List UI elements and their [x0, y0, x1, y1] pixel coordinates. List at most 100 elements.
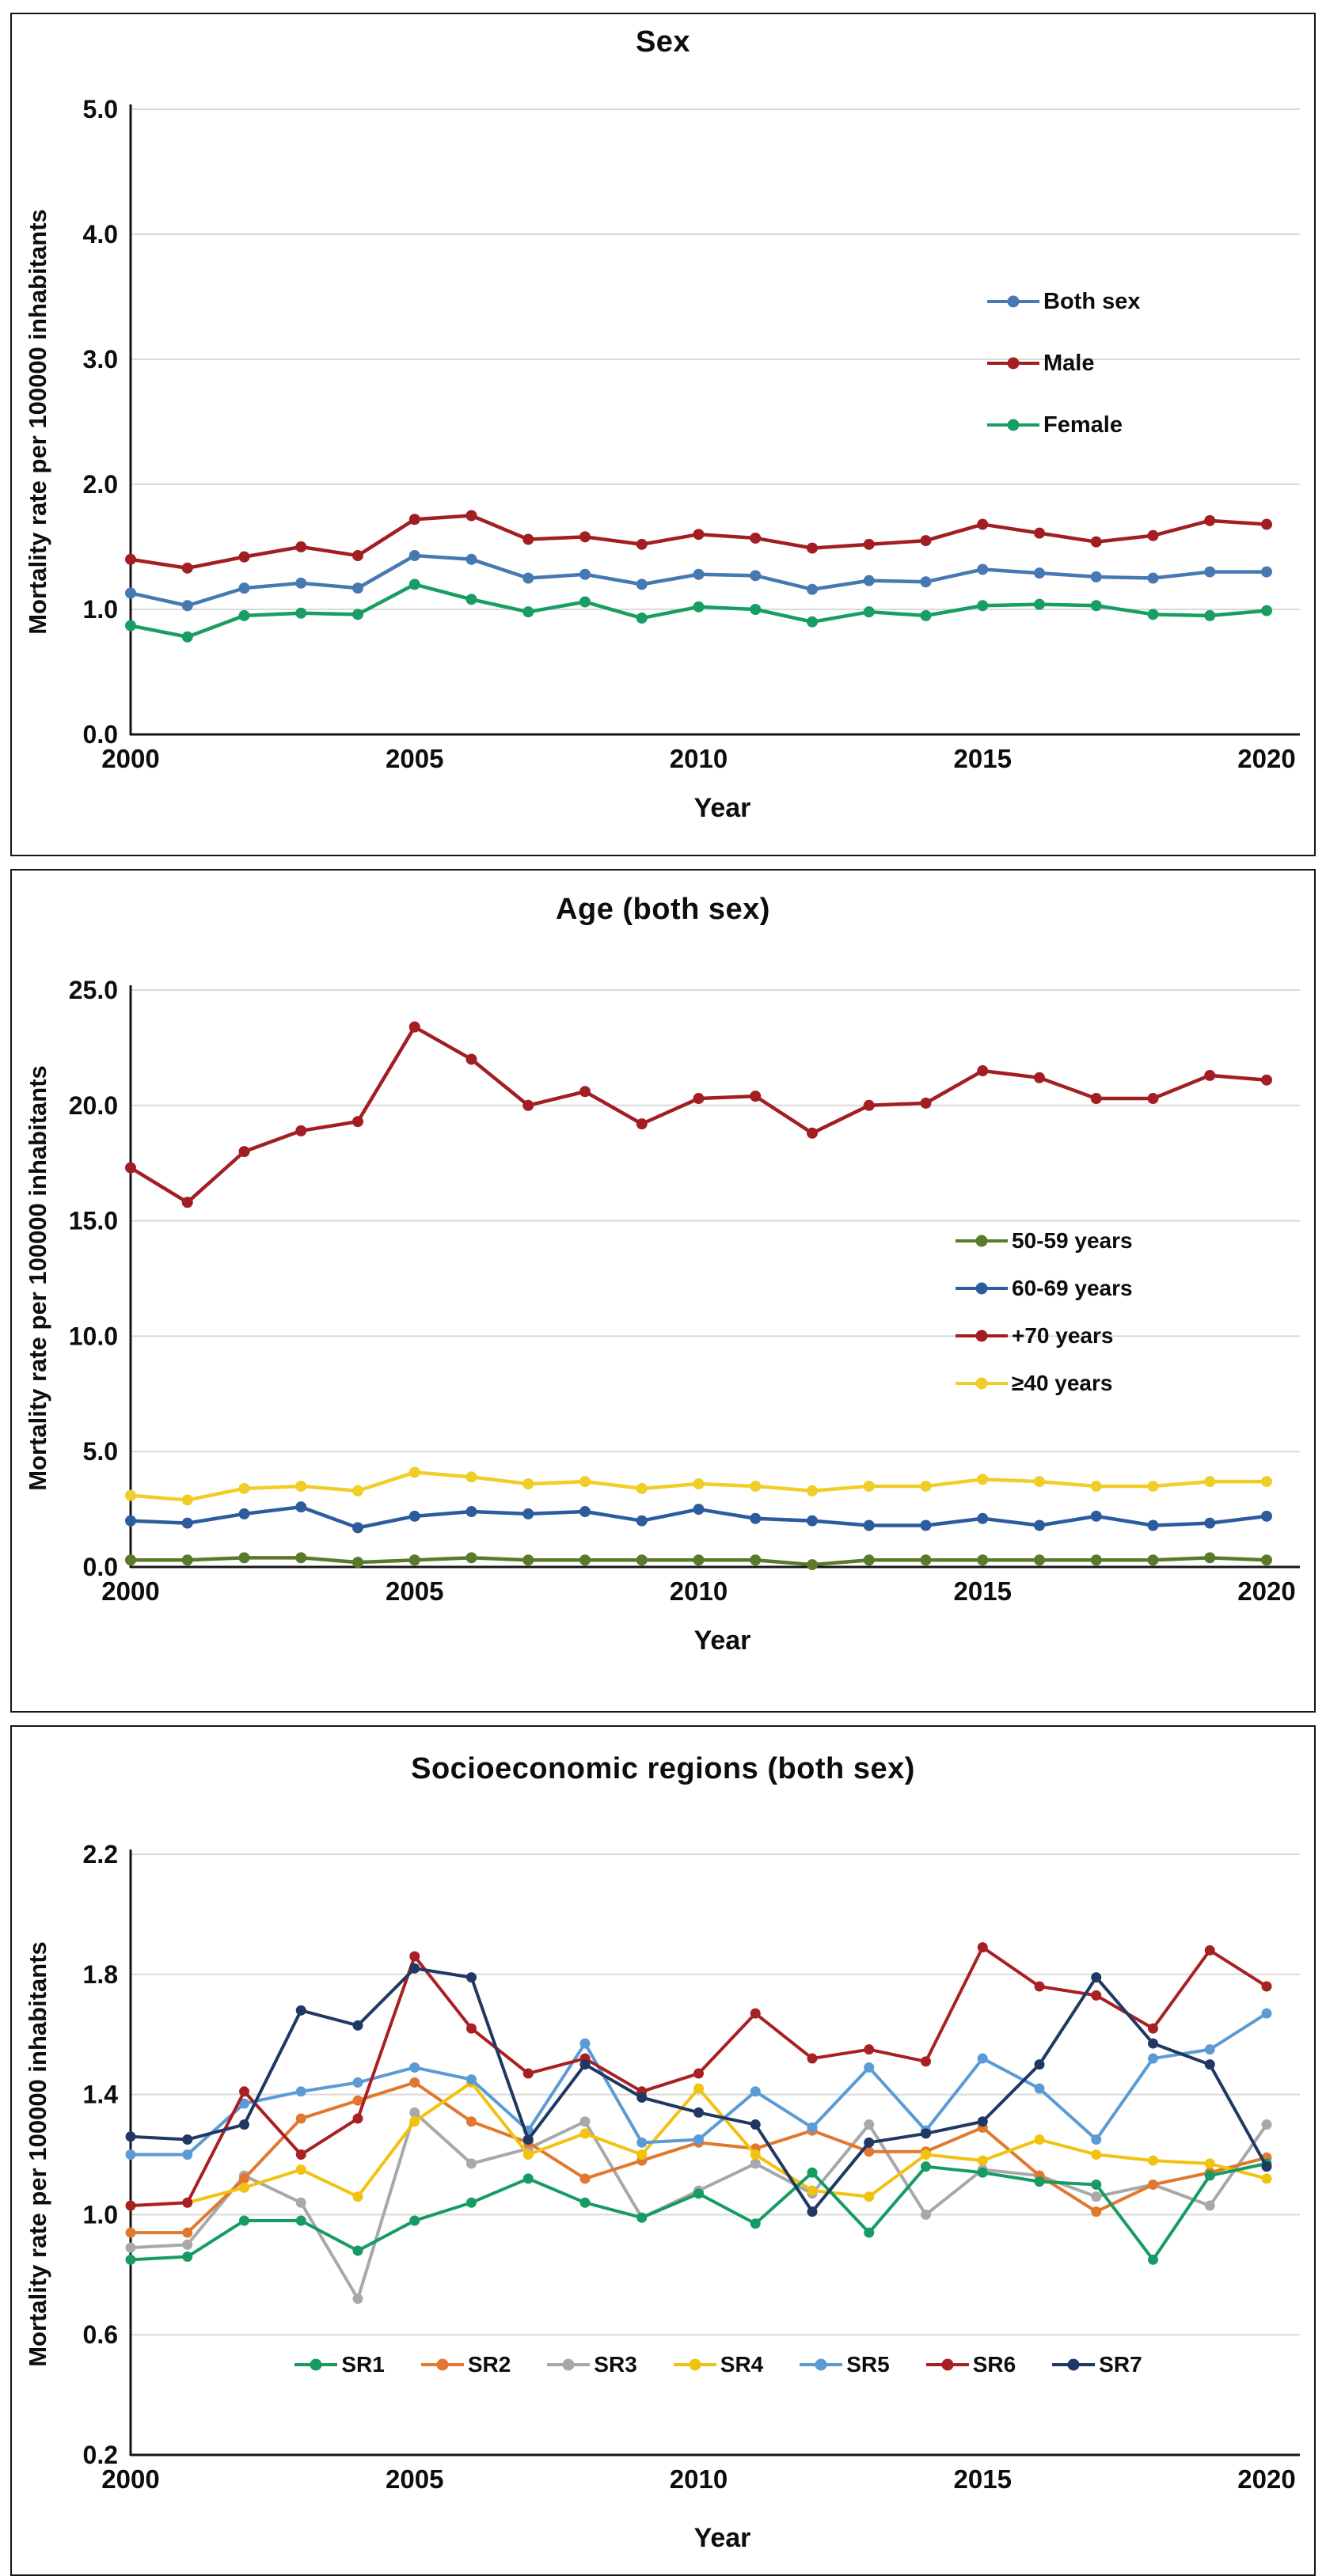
y-axis-label: Mortality rate per 100000 inhabitants	[24, 1065, 51, 1491]
data-point-50-59-years-2013	[863, 1554, 875, 1566]
data-point-female-2020	[1261, 605, 1272, 616]
data-point-sr1-2000	[125, 2254, 136, 2265]
data-point-50-59-years-2007	[522, 1554, 534, 1566]
data-point-sr2-2013	[864, 2146, 875, 2157]
data-point-70-years-2006	[465, 1053, 477, 1065]
data-point-sr1-2010	[693, 2188, 704, 2199]
data-point-male-2004	[352, 550, 363, 562]
data-point-sr7-2018	[1148, 2038, 1158, 2049]
data-point-60-69-years-2002	[238, 1508, 250, 1519]
data-point-both-sex-2003	[295, 577, 307, 589]
age-chart: 0.0 5.0 10.0 15.0 20.0 25.0 2000 2005 2010 2015 20…	[69, 976, 1300, 1606]
data-point-50-59-years-2020	[1261, 1554, 1272, 1566]
data-point-sr5-2005	[409, 2062, 420, 2073]
data-point-sr2-2000	[125, 2227, 136, 2238]
legend-label-70-years: +70 years	[1012, 1323, 1114, 1348]
data-point-female-2019	[1204, 609, 1216, 621]
data-point-sr6-2001	[182, 2197, 193, 2208]
data-point-60-69-years-2016	[1034, 1519, 1045, 1531]
data-point-50-59-years-2005	[408, 1554, 420, 1566]
y-tick-label: 1.0	[83, 595, 118, 624]
legend-label-sr2: SR2	[467, 2352, 511, 2377]
data-point-sr4-2014	[921, 2149, 931, 2160]
legend-label-sr1: SR1	[341, 2352, 385, 2377]
data-point-both-sex-2009	[636, 579, 648, 590]
y-tick-label: 25.0	[69, 976, 118, 1004]
data-point-sr5-2002	[239, 2098, 249, 2109]
data-point-60-69-years-2013	[863, 1519, 875, 1531]
legend-item-sr2: SR2	[420, 2351, 511, 2378]
legend-label-sr6: SR6	[972, 2352, 1016, 2377]
data-point-both-sex-2006	[465, 553, 477, 565]
y-tick-label: 2.2	[83, 1840, 118, 1868]
data-point-female-2003	[295, 607, 307, 619]
y-tick-label: 0.0	[83, 1553, 118, 1581]
legend-item-sr6: SR6	[925, 2351, 1016, 2378]
data-point-sr6-2013	[864, 2044, 875, 2055]
y-tick-label: 1.4	[83, 2081, 119, 2109]
data-point-sr4-2009	[636, 2149, 648, 2160]
data-point-sr1-2009	[636, 2212, 648, 2223]
data-point-sr7-2016	[1034, 2059, 1045, 2070]
data-point-sr5-2004	[352, 2077, 363, 2088]
data-point-sr7-2004	[352, 2020, 363, 2031]
x-tick-label: 2020	[1237, 2464, 1295, 2494]
axes	[129, 985, 1300, 1569]
x-tick-label: 2005	[386, 2464, 443, 2494]
legend-marker-sr7	[1052, 2358, 1096, 2371]
legend-item-male: Male	[987, 350, 1140, 377]
data-point-sr1-2002	[239, 2215, 249, 2226]
x-tick-label: 2015	[954, 744, 1012, 773]
legend-marker-sr5	[800, 2358, 843, 2371]
legend-label-50-59-years: 50-59 years	[1012, 1228, 1133, 1253]
data-point-70-years-2004	[352, 1116, 363, 1128]
data-point-70-years-2001	[181, 1197, 193, 1208]
data-point-60-69-years-2006	[465, 1506, 477, 1518]
data-point-sr5-2008	[579, 2038, 591, 2049]
legend-label-sr7: SR7	[1099, 2352, 1142, 2377]
data-point-sr2-2001	[182, 2227, 193, 2238]
data-point-50-59-years-2016	[1034, 1554, 1045, 1566]
data-point-50-59-years-2012	[807, 1559, 818, 1571]
data-point-sr6-2006	[466, 2023, 477, 2034]
data-point-female-2017	[1090, 600, 1102, 612]
data-point-sr4-2017	[1091, 2149, 1102, 2160]
data-point-70-years-2017	[1090, 1093, 1102, 1105]
data-point-sr7-2012	[807, 2206, 818, 2217]
data-point-40-years-2019	[1204, 1476, 1216, 1488]
data-point-sr7-2000	[125, 2131, 136, 2142]
x-axis-label: Year	[693, 793, 751, 823]
legend-marker-sr6	[925, 2358, 969, 2371]
data-point-sr6-2016	[1034, 1981, 1045, 1992]
legend-marker-40-years	[956, 1377, 1008, 1390]
data-point-sr1-2017	[1091, 2179, 1102, 2190]
data-point-sr1-2006	[466, 2197, 477, 2208]
data-point-both-sex-2002	[238, 582, 250, 594]
series-sr4	[125, 2077, 1272, 2211]
data-point-sr3-2003	[295, 2197, 306, 2208]
data-point-sr7-2010	[693, 2107, 704, 2118]
data-point-male-2009	[636, 538, 648, 550]
data-point-40-years-2011	[750, 1480, 762, 1492]
x-tick-label: 2005	[386, 1576, 443, 1606]
data-point-female-2015	[977, 600, 989, 612]
chart-panel-sex: 0.0 1.0 2.0 3.0 4.0 5.0 2000 2005 2010 2015 2020 S…	[10, 13, 1316, 856]
data-point-both-sex-2011	[750, 570, 762, 582]
y-tick-label: 5.0	[83, 95, 118, 123]
data-point-sr5-2012	[807, 2122, 818, 2133]
data-point-both-sex-2014	[920, 576, 932, 588]
data-point-40-years-2013	[863, 1480, 875, 1492]
x-tick-label: 2015	[954, 2464, 1012, 2494]
data-point-60-69-years-2011	[750, 1512, 762, 1524]
data-point-sr6-2015	[977, 1942, 988, 1953]
data-point-50-59-years-2000	[125, 1554, 136, 1566]
data-point-60-69-years-2007	[522, 1508, 534, 1519]
data-point-sr4-2007	[522, 2149, 534, 2160]
x-tick-label: 2000	[101, 2464, 159, 2494]
data-point-sr5-2010	[693, 2134, 704, 2145]
data-point-70-years-2016	[1034, 1072, 1045, 1083]
series-female	[125, 579, 1272, 643]
chart-legend-sex: Both sex Male Female	[987, 288, 1140, 438]
x-axis-label: Year	[693, 1626, 751, 1656]
data-point-sr6-2012	[807, 2053, 818, 2064]
